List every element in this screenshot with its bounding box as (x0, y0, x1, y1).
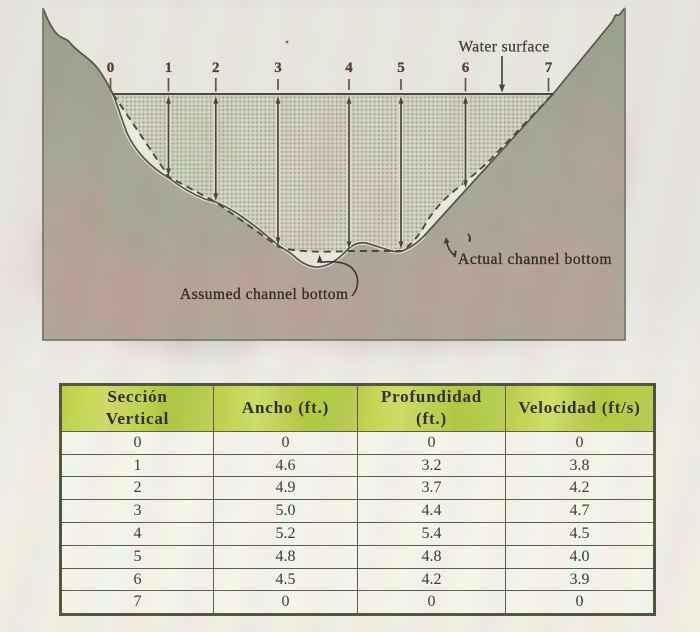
svg-text:5: 5 (397, 60, 405, 76)
svg-text:6: 6 (462, 60, 470, 76)
svg-text:0: 0 (107, 60, 115, 76)
svg-text:1: 1 (165, 60, 173, 76)
svg-text:Assumed channel bottom: Assumed channel bottom (180, 286, 349, 303)
svg-text:4: 4 (345, 60, 353, 76)
svg-text:7: 7 (545, 60, 553, 76)
svg-text:Water surface: Water surface (458, 39, 549, 56)
svg-text:Actual channel bottom: Actual channel bottom (458, 251, 612, 268)
svg-text:2: 2 (212, 60, 220, 76)
svg-text:3: 3 (274, 60, 282, 76)
